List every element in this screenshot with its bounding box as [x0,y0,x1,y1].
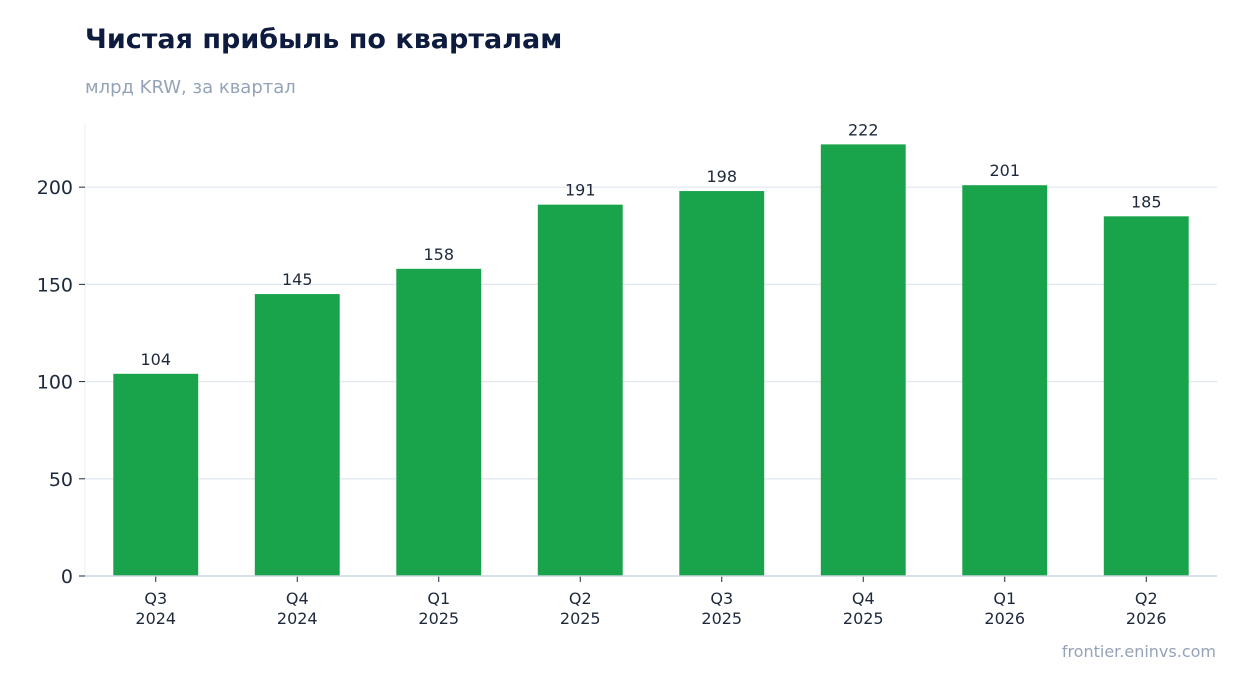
x-tick-label-line: 2024 [277,609,318,628]
bars [113,144,1189,576]
x-tick-label-line: 2024 [135,609,176,628]
x-tick-label: Q3 2024 [135,589,176,628]
y-axis: 0 50 100 150 200 [37,123,86,588]
x-tick-label-line: Q1 [993,589,1016,608]
x-tick-label-line: Q3 [710,589,733,608]
y-tick-label: 200 [37,177,73,199]
bar-value-label: 185 [1131,192,1162,211]
bar [113,373,199,576]
x-tick-label: Q2 2026 [1126,589,1167,628]
bar [679,191,765,576]
y-tick-label: 150 [37,274,73,296]
y-tick-label: 50 [49,469,73,491]
bar [1103,216,1189,576]
x-tick-label-line: Q2 [569,589,592,608]
bar [396,268,482,576]
bar [962,185,1048,576]
bar [537,204,623,576]
x-tick-label-line: 2026 [1126,609,1167,628]
bar [820,144,906,576]
x-tick-label-line: Q2 [1135,589,1158,608]
bar [254,294,340,576]
y-tick-label: 100 [37,372,73,394]
bar-value-label: 191 [565,181,596,200]
chart-title: Чистая прибыль по кварталам [85,24,563,55]
bar-value-label: 158 [423,245,454,264]
x-tick-label: Q1 2025 [418,589,459,628]
x-tick-label-line: 2025 [560,609,601,628]
x-tick-label: Q2 2025 [560,589,601,628]
source-watermark: frontier.eninvs.com [1061,642,1216,661]
bar-value-label: 222 [848,120,879,139]
x-tick-label: Q4 2024 [277,589,318,628]
bar-value-label: 198 [706,167,737,186]
y-tick-label: 0 [61,566,73,588]
x-tick-label-line: 2026 [984,609,1025,628]
x-tick-label: Q1 2026 [984,589,1025,628]
value-labels: 104 145 158 191 198 222 201 185 [140,120,1161,368]
bar-value-label: 145 [282,270,313,289]
x-tick-label-line: Q4 [286,589,309,608]
chart-subtitle: млрд KRW, за квартал [85,77,296,98]
x-tick-label-line: 2025 [843,609,884,628]
bar-value-label: 104 [140,350,171,369]
x-tick-label: Q4 2025 [843,589,884,628]
x-tick-label-line: 2025 [701,609,742,628]
x-tick-label-line: Q3 [144,589,167,608]
x-tick-label-line: Q1 [427,589,450,608]
x-tick-label-line: 2025 [418,609,459,628]
x-tick-label: Q3 2025 [701,589,742,628]
x-tick-label-line: Q4 [852,589,875,608]
bar-value-label: 201 [989,161,1020,180]
